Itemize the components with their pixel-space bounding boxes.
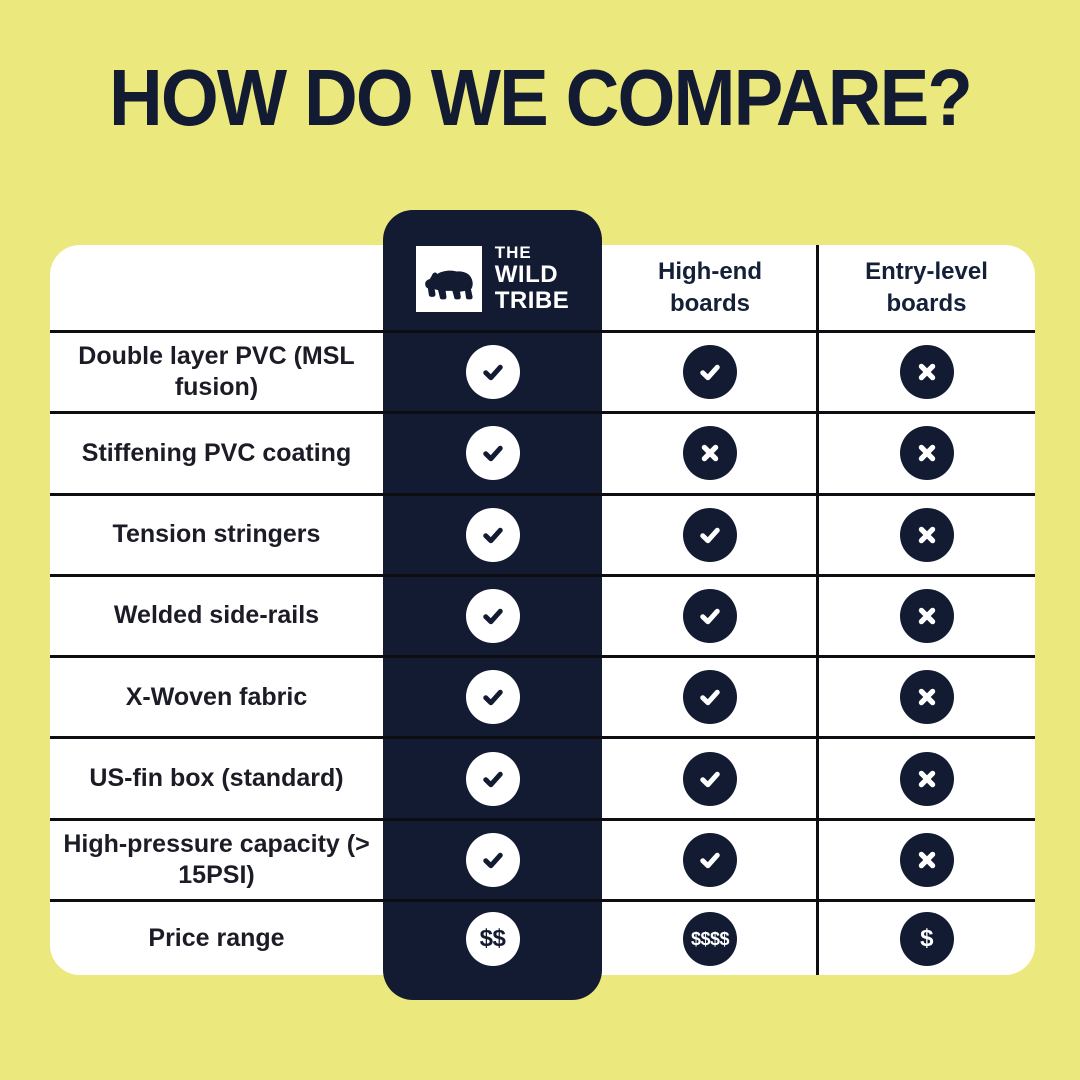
cell-feature: Price range bbox=[50, 902, 383, 975]
bear-logo-box bbox=[415, 246, 482, 312]
cell-wild-tribe bbox=[383, 333, 602, 411]
cell-wild-tribe bbox=[383, 414, 602, 492]
feature-label: Price range bbox=[148, 923, 285, 952]
cell-entry-level bbox=[818, 333, 1035, 411]
check-icon bbox=[465, 589, 520, 644]
check-icon bbox=[465, 751, 520, 806]
table-row: Welded side-rails bbox=[50, 573, 1035, 655]
cell-high-end bbox=[602, 414, 818, 492]
page-title: HOW DO WE COMPARE? bbox=[108, 53, 973, 142]
check-icon bbox=[465, 670, 520, 725]
check-icon bbox=[683, 589, 737, 644]
table-row: US-fin box (standard) bbox=[50, 736, 1035, 817]
comparison-table: High-end boards Entry-level boards Doubl… bbox=[50, 245, 1035, 975]
brand-line-wild: WILD bbox=[494, 261, 559, 289]
table-rows: Double layer PVC (MSL fusion) Stiffening… bbox=[50, 330, 1035, 975]
column-divider bbox=[816, 245, 819, 975]
table-row: Price range $$ $$$$ $ bbox=[50, 899, 1035, 975]
cell-high-end bbox=[602, 658, 818, 736]
cell-high-end bbox=[602, 821, 818, 899]
cell-wild-tribe bbox=[383, 496, 602, 574]
cell-wild-tribe bbox=[383, 821, 602, 899]
cross-icon bbox=[899, 670, 954, 725]
cross-icon bbox=[899, 507, 954, 562]
brand-wordmark: THE WILD TRIBE bbox=[494, 242, 570, 315]
cell-high-end: $$$$ bbox=[602, 902, 818, 975]
cell-high-end bbox=[602, 577, 818, 655]
cross-icon bbox=[683, 426, 737, 481]
column-header-entry-level: Entry-level boards bbox=[818, 245, 1035, 330]
price-badge: $ bbox=[899, 911, 954, 966]
table-row: Tension stringers bbox=[50, 492, 1035, 574]
check-icon bbox=[465, 426, 520, 481]
cell-entry-level bbox=[818, 496, 1035, 574]
cell-entry-level bbox=[818, 821, 1035, 899]
cell-wild-tribe bbox=[383, 658, 602, 736]
cell-entry-level bbox=[818, 414, 1035, 492]
brand-line-the: THE bbox=[494, 242, 532, 262]
brand-logo: THE WILD TRIBE bbox=[383, 242, 602, 315]
feature-label: High-pressure capacity (> 15PSI) bbox=[63, 829, 370, 889]
cell-entry-level bbox=[818, 739, 1035, 817]
cell-entry-level bbox=[818, 577, 1035, 655]
cell-feature: Tension stringers bbox=[50, 496, 383, 574]
check-icon bbox=[465, 832, 520, 887]
price-badge: $$ bbox=[465, 911, 520, 966]
cell-feature: Welded side-rails bbox=[50, 577, 383, 655]
check-icon bbox=[683, 751, 737, 806]
table-header-row: High-end boards Entry-level boards bbox=[50, 245, 1035, 330]
table-row: High-pressure capacity (> 15PSI) bbox=[50, 817, 1035, 899]
check-icon bbox=[465, 345, 520, 400]
cross-icon bbox=[899, 426, 954, 481]
cell-feature: Stiffening PVC coating bbox=[50, 414, 383, 492]
cross-icon bbox=[899, 832, 954, 887]
check-icon bbox=[683, 345, 737, 400]
feature-label: Welded side-rails bbox=[113, 601, 320, 630]
feature-label: Double layer PVC (MSL fusion) bbox=[78, 341, 355, 402]
table-row: X-Woven fabric bbox=[50, 655, 1035, 736]
cross-icon bbox=[899, 751, 954, 806]
header-wild-tribe-spacer bbox=[383, 245, 602, 330]
cross-icon bbox=[899, 345, 954, 400]
feature-label: US-fin box (standard) bbox=[89, 764, 344, 792]
high-end-header-label: High-end boards bbox=[658, 258, 762, 317]
table-row: Double layer PVC (MSL fusion) bbox=[50, 330, 1035, 411]
cell-entry-level: $ bbox=[818, 902, 1035, 975]
feature-label: Tension stringers bbox=[112, 520, 321, 549]
check-icon bbox=[683, 832, 737, 887]
cell-wild-tribe: $$ bbox=[383, 902, 602, 975]
cell-wild-tribe bbox=[383, 577, 602, 655]
price-badge: $$$$ bbox=[683, 911, 737, 966]
cell-high-end bbox=[602, 333, 818, 411]
column-header-high-end: High-end boards bbox=[602, 245, 818, 330]
cell-feature: High-pressure capacity (> 15PSI) bbox=[50, 821, 383, 899]
cell-high-end bbox=[602, 739, 818, 817]
cell-feature: Double layer PVC (MSL fusion) bbox=[50, 333, 383, 411]
header-feature-spacer bbox=[50, 245, 383, 330]
check-icon bbox=[683, 507, 737, 562]
cell-feature: US-fin box (standard) bbox=[50, 739, 383, 817]
brand-line-tribe: TRIBE bbox=[494, 287, 570, 315]
feature-label: X-Woven fabric bbox=[125, 682, 308, 711]
feature-label: Stiffening PVC coating bbox=[81, 438, 352, 467]
cell-high-end bbox=[602, 496, 818, 574]
cell-wild-tribe bbox=[383, 739, 602, 817]
cell-entry-level bbox=[818, 658, 1035, 736]
entry-level-header-label: Entry-level boards bbox=[865, 258, 988, 317]
table-row: Stiffening PVC coating bbox=[50, 411, 1035, 492]
bear-icon bbox=[424, 270, 473, 300]
cross-icon bbox=[899, 589, 954, 644]
cell-feature: X-Woven fabric bbox=[50, 658, 383, 736]
check-icon bbox=[683, 670, 737, 725]
check-icon bbox=[465, 507, 520, 562]
